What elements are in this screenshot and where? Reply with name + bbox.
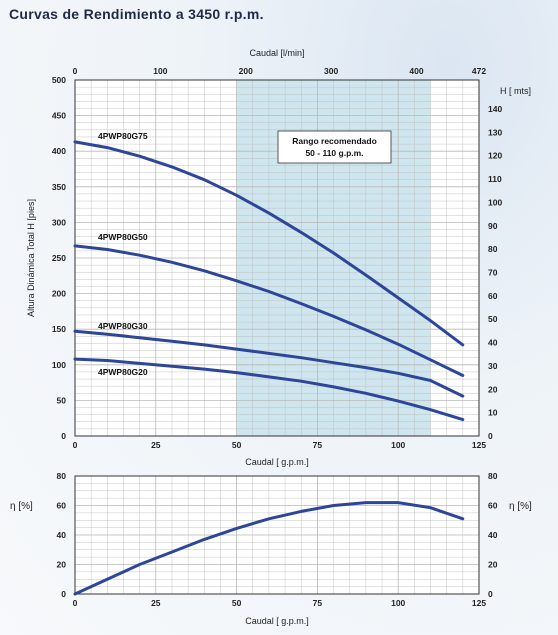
head-right-tick-label: 10	[488, 408, 498, 418]
series-label-4PWP80G75: 4PWP80G75	[98, 131, 148, 141]
efficiency-bottom-tick-label: 50	[232, 598, 242, 608]
efficiency-plot-frame	[74, 475, 480, 595]
efficiency-left-tick-label: 20	[57, 560, 67, 570]
efficiency-bottom-tick-label: 0	[73, 598, 78, 608]
efficiency-bottom-tick-label: 125	[472, 598, 486, 608]
efficiency-bottom-tick-label: 25	[151, 598, 161, 608]
series-label-4PWP80G50: 4PWP80G50	[98, 232, 148, 242]
efficiency-right-tick-label: 20	[488, 560, 498, 570]
head-right-tick-label: 0	[488, 431, 493, 441]
head-top-tick-label: 300	[324, 66, 338, 76]
efficiency-right-axis-title: η [%]	[509, 501, 532, 512]
head-left-tick-label: 250	[52, 253, 66, 263]
head-curve-4PWP80G20	[73, 357, 465, 422]
head-curve-4PWP80G75	[73, 140, 465, 347]
head-curve-4PWP80G50	[73, 244, 465, 377]
head-bottom-tick-label: 125	[472, 440, 486, 450]
head-right-tick-label: 90	[488, 221, 498, 231]
head-right-tick-label: 120	[488, 151, 502, 161]
head-right-tick-label: 80	[488, 244, 498, 254]
head-bottom-tick-label: 100	[391, 440, 405, 450]
head-right-tick-label: 60	[488, 291, 498, 301]
efficiency-right-tick-label: 40	[488, 530, 498, 540]
left-axis-title: Altura Dinámica Total H [pies]	[26, 199, 36, 317]
head-right-tick-label: 130	[488, 127, 502, 137]
head-top-tick-label: 0	[73, 66, 78, 76]
recommended-range-note-box	[277, 130, 392, 164]
head-plot-frame	[74, 79, 480, 437]
series-label-4PWP80G20: 4PWP80G20	[98, 367, 148, 377]
efficiency-right-tick-label: 0	[488, 589, 493, 599]
efficiency-chart: 0 20 40 60 80 0 20 40 60 80 0 25 50 75 100 125 Caudal [ …	[10, 471, 532, 626]
efficiency-left-tick-label: 40	[57, 530, 67, 540]
right-axis-title: H [ mts]	[500, 86, 531, 96]
head-left-tick-label: 50	[57, 395, 67, 405]
head-left-tick-label: 0	[61, 431, 66, 441]
head-top-tick-label: 200	[239, 66, 253, 76]
bottom-axis-title: Caudal [ g.p.m.]	[245, 457, 309, 467]
efficiency-right-tick-label: 60	[488, 501, 498, 511]
head-left-tick-label: 100	[52, 360, 66, 370]
efficiency-curve	[73, 501, 465, 596]
head-left-tick-label: 400	[52, 146, 66, 156]
efficiency-bottom-tick-label: 75	[313, 598, 323, 608]
efficiency-bottom-tick-label: 100	[391, 598, 405, 608]
head-top-tick-label: 100	[153, 66, 167, 76]
head-left-tick-label: 300	[52, 217, 66, 227]
head-top-tick-label: 400	[409, 66, 423, 76]
efficiency-left-axis-title: η [%]	[10, 501, 33, 512]
head-right-tick-label: 70	[488, 267, 498, 277]
efficiency-left-tick-label: 60	[57, 501, 67, 511]
head-left-tick-label: 350	[52, 182, 66, 192]
head-top-tick-label: 472	[472, 66, 486, 76]
efficiency-right-tick-label: 80	[488, 471, 498, 481]
efficiency-left-tick-label: 80	[57, 471, 67, 481]
head-left-tick-label: 500	[52, 75, 66, 85]
head-right-tick-label: 20	[488, 384, 498, 394]
head-right-tick-label: 50	[488, 314, 498, 324]
page-title: Curvas de Rendimiento a 3450 r.p.m.	[9, 6, 264, 22]
head-right-tick-label: 30	[488, 361, 498, 371]
head-right-tick-label: 40	[488, 338, 498, 348]
head-bottom-tick-label: 75	[313, 440, 323, 450]
head-bottom-tick-label: 0	[73, 440, 78, 450]
recommended-range-note-line1: Rango recomendado	[292, 136, 377, 146]
top-axis-title: Caudal [l/min]	[249, 48, 304, 58]
head-bottom-tick-label: 25	[151, 440, 161, 450]
efficiency-bottom-axis-title: Caudal [ g.p.m.]	[245, 616, 309, 626]
recommended-range-note-line2: 50 - 110 g.p.m.	[305, 148, 363, 158]
head-right-tick-label: 100	[488, 197, 502, 207]
head-right-tick-label: 110	[488, 174, 502, 184]
head-bottom-tick-label: 50	[232, 440, 242, 450]
head-left-tick-label: 450	[52, 111, 66, 121]
efficiency-left-tick-label: 0	[61, 589, 66, 599]
head-left-tick-label: 150	[52, 324, 66, 334]
head-left-tick-label: 200	[52, 289, 66, 299]
series-label-4PWP80G30: 4PWP80G30	[98, 321, 148, 331]
head-right-tick-label: 140	[488, 104, 502, 114]
head-curve-4PWP80G30	[73, 329, 465, 398]
